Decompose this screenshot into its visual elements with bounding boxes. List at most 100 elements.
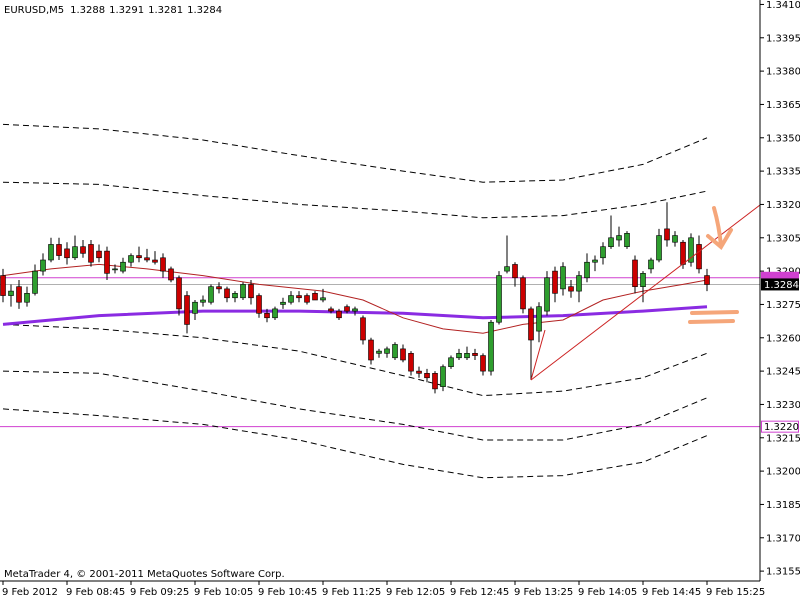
candle-body	[416, 370, 422, 374]
y-tick-label: 1.3410	[766, 0, 800, 11]
candle-body	[16, 286, 22, 303]
symbol: EURUSD,M5	[4, 5, 64, 16]
level-annotation	[688, 310, 739, 324]
y-tick-label: 1.3365	[766, 100, 800, 111]
candle-body	[8, 290, 14, 296]
candle-body	[376, 350, 382, 354]
candle-body	[80, 246, 86, 254]
candle-body	[192, 301, 198, 314]
indicator-line	[2, 323, 708, 397]
candle-body	[296, 295, 302, 299]
y-tick-label: 1.3230	[766, 400, 800, 411]
candle-body	[64, 248, 70, 259]
candle-body	[128, 255, 134, 263]
candle-body	[680, 241, 686, 265]
y-tick-label: 1.3320	[766, 200, 800, 211]
candle-body	[568, 286, 574, 292]
x-tick-label: 9 Feb 09:25	[130, 587, 189, 598]
candle-body	[424, 373, 430, 379]
candle-body	[144, 257, 150, 261]
y-tick-label: 1.3260	[766, 333, 800, 344]
candle-body	[560, 266, 566, 290]
high: 1.3291	[109, 5, 144, 16]
price-tag	[761, 278, 799, 291]
x-tick-label: 9 Feb 14:05	[578, 587, 637, 598]
candle-body	[264, 313, 270, 319]
x-tick-label: 9 Feb 12:45	[450, 587, 509, 598]
candle-body	[480, 355, 486, 372]
candle-body	[112, 268, 118, 271]
indicator-line	[2, 181, 708, 219]
candle-body	[432, 373, 438, 390]
candle-body	[168, 268, 174, 281]
candle-body	[512, 264, 518, 279]
level-tag-inner	[762, 421, 798, 432]
indicator-line	[2, 263, 708, 334]
candle-body	[656, 235, 662, 261]
x-tick-label: 9 Feb 10:05	[194, 587, 253, 598]
candle-body	[408, 353, 414, 372]
candle-body	[88, 244, 94, 263]
candle-body	[336, 310, 342, 319]
candle-body	[440, 366, 446, 387]
candle-body	[504, 266, 510, 272]
y-tick-label: 1.3215	[766, 433, 800, 444]
candle-body	[520, 277, 526, 310]
indicator-line	[2, 305, 708, 326]
candle-body	[344, 306, 350, 312]
candle-body	[72, 246, 78, 259]
candle-body	[472, 353, 478, 356]
y-tick-label: 1.3245	[766, 367, 800, 378]
x-tick-label: 9 Feb 2012	[2, 587, 58, 598]
candle-body	[240, 284, 246, 299]
open: 1.3288	[70, 5, 105, 16]
candle-body	[624, 233, 630, 247]
candle-body	[184, 295, 190, 325]
candle-body	[312, 293, 318, 301]
x-tick-label: 9 Feb 08:45	[66, 587, 125, 598]
candle-body	[224, 288, 230, 299]
y-tick-label: 1.3380	[766, 67, 800, 78]
y-tick-label: 1.3395	[766, 33, 800, 44]
candle-body	[280, 301, 286, 305]
candle-body	[400, 348, 406, 361]
candle-body	[704, 275, 710, 285]
candle-body	[584, 261, 590, 279]
candle-body	[208, 286, 214, 303]
y-tick-label: 1.3275	[766, 300, 800, 311]
candle-body	[576, 275, 582, 292]
candle-body	[616, 235, 622, 241]
indicator-line	[2, 408, 708, 479]
price-scale: 1.3155 1.3170 1.3185 1.3200 1.3215 1.3230 1.32…	[760, 0, 800, 578]
low: 1.3281	[148, 5, 183, 16]
candle-body	[120, 261, 126, 272]
candle-body	[272, 308, 278, 319]
y-tick-label: 1.3335	[766, 167, 800, 178]
copyright: MetaTrader 4, © 2001-2011 MetaQuotes Sof…	[4, 569, 285, 580]
candle-body	[256, 295, 262, 314]
x-tick-label: 9 Feb 15:25	[706, 587, 765, 598]
candle-body	[104, 250, 110, 274]
x-tick-label: 9 Feb 11:25	[322, 587, 381, 598]
candle-body	[40, 259, 46, 272]
candle-body	[648, 259, 654, 270]
candle-body	[24, 293, 30, 303]
x-tick-label: 9 Feb 14:45	[642, 587, 701, 598]
candle-body	[600, 246, 606, 259]
candle-body	[672, 235, 678, 243]
arrow-annotation	[706, 206, 733, 251]
candle-body	[288, 295, 294, 303]
candle-body	[536, 306, 542, 332]
candle-body	[136, 255, 142, 259]
y-tick-label: 1.3350	[766, 133, 800, 144]
candle-body	[496, 275, 502, 323]
candle-body	[352, 308, 358, 312]
y-tick-label: 1.3305	[766, 233, 800, 244]
candle-body	[448, 357, 454, 367]
candle-body	[544, 277, 550, 312]
candle-body	[248, 284, 254, 299]
candle-body	[96, 250, 102, 259]
indicator-line	[2, 370, 708, 441]
